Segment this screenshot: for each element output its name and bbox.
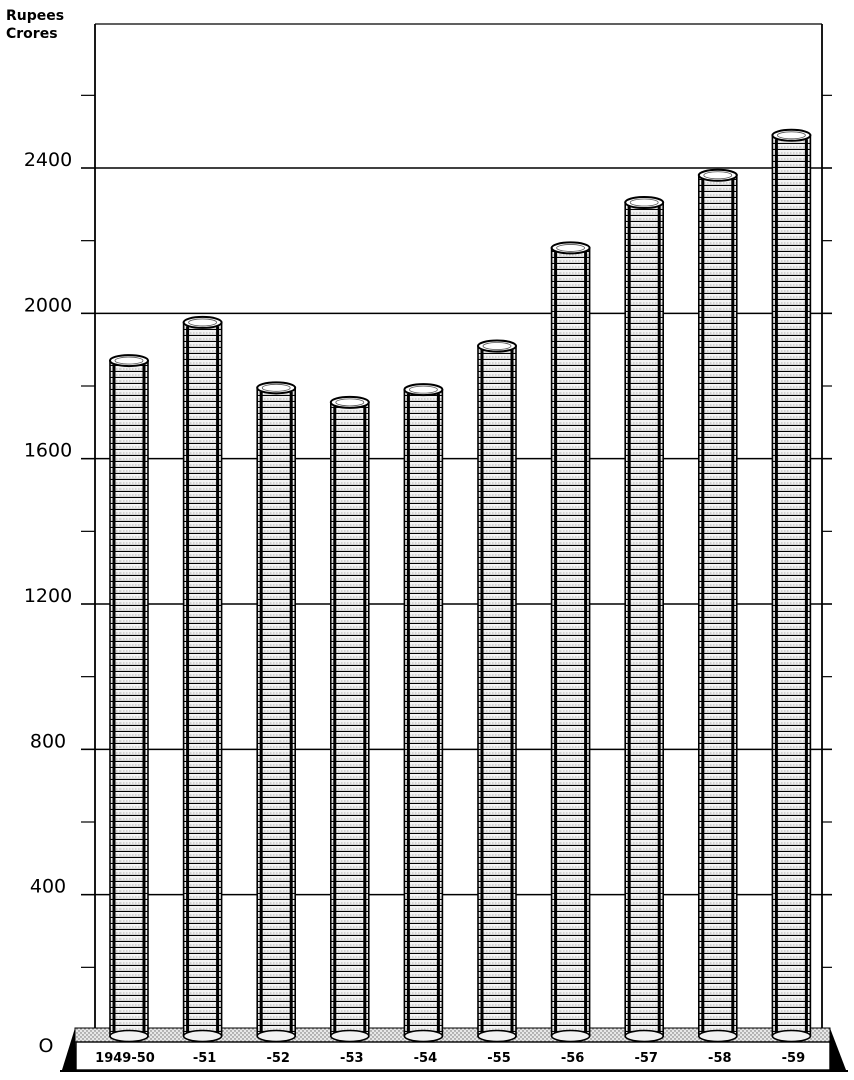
y-tick-label: 1600 — [24, 440, 72, 462]
bar-body — [109, 359, 149, 1037]
bar-body — [477, 345, 517, 1037]
bar-bottom-coin — [624, 1029, 665, 1043]
bar-body — [697, 174, 738, 1037]
bar-top-coin-rim — [114, 356, 144, 365]
y-tick-label: 400 — [30, 876, 66, 898]
bar-body — [550, 247, 591, 1037]
bar-top-coin-rim — [629, 198, 659, 207]
bar--52 — [256, 381, 297, 1043]
x-tick-label: -57 — [634, 1051, 658, 1066]
base-left-foot — [62, 1028, 76, 1070]
x-tick-label: -56 — [561, 1051, 585, 1066]
bar-top-coin-rim — [777, 131, 806, 140]
x-tick-label: -53 — [340, 1051, 364, 1066]
y-tick-label: 2000 — [24, 294, 72, 316]
bar-top-coin-rim — [482, 342, 512, 350]
bar-body — [329, 401, 370, 1037]
bar-bottom-coin — [256, 1029, 297, 1043]
bar-body — [256, 387, 297, 1037]
bar--56 — [550, 241, 591, 1043]
bar-top-coin-rim — [335, 398, 365, 407]
bar-body — [403, 388, 444, 1037]
y-tick-label: 800 — [30, 730, 66, 752]
bar-bottom-coin — [182, 1029, 223, 1043]
unit-label-rupees: Rupees — [6, 8, 64, 24]
bar-body — [624, 201, 665, 1037]
x-tick-label: -58 — [708, 1051, 732, 1066]
bar-bottom-coin — [329, 1029, 370, 1043]
bar-1949-50 — [109, 354, 149, 1043]
y-tick-label: 2400 — [24, 149, 72, 171]
x-tick-label: -54 — [414, 1051, 438, 1066]
x-tick-label: -59 — [782, 1051, 806, 1066]
bar--53 — [329, 395, 370, 1043]
bar--59 — [771, 128, 812, 1043]
bar-top-coin-rim — [188, 318, 218, 327]
bar-top-coin-rim — [556, 244, 585, 252]
x-tick-label: 1949-50 — [95, 1051, 155, 1066]
x-tick-label: -55 — [487, 1051, 511, 1066]
bar-bottom-coin — [477, 1029, 517, 1043]
bar-bottom-coin — [109, 1029, 149, 1043]
unit-label-crores: Crores — [6, 26, 58, 42]
y-tick-label: 1200 — [24, 585, 72, 607]
bar--55 — [477, 339, 517, 1043]
bar--58 — [697, 168, 738, 1043]
bar--51 — [182, 315, 223, 1043]
x-tick-label: -51 — [193, 1051, 217, 1066]
base-label-strip — [75, 1041, 831, 1071]
bar-body — [771, 134, 812, 1037]
bar-top-coin-rim — [408, 385, 438, 394]
y-tick-label: O — [39, 1035, 54, 1057]
bar--57 — [624, 196, 665, 1043]
bar--54 — [403, 383, 444, 1043]
bar-bottom-coin — [550, 1029, 591, 1043]
bar-bottom-coin — [771, 1029, 812, 1043]
x-tick-label: -52 — [266, 1051, 290, 1066]
bar-bottom-coin — [697, 1029, 738, 1043]
base-right-foot — [830, 1028, 846, 1070]
bar-top-coin-rim — [703, 171, 733, 180]
bar-bottom-coin — [403, 1029, 444, 1043]
bar-top-coin-rim — [261, 383, 291, 392]
bar-body — [182, 321, 223, 1037]
